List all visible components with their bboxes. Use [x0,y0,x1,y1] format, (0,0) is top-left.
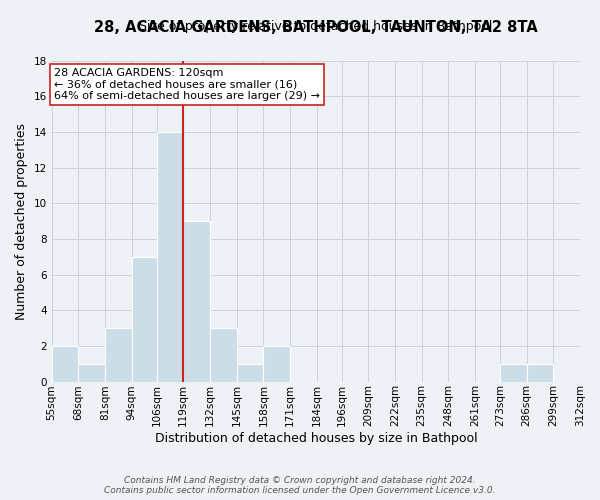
Bar [105,328,132,382]
Bar [210,328,236,382]
Bar [132,257,157,382]
X-axis label: Distribution of detached houses by size in Bathpool: Distribution of detached houses by size … [155,432,477,445]
Bar [157,132,183,382]
Bar [527,364,553,382]
Bar [52,346,79,382]
Bar [183,221,210,382]
Bar [236,364,263,382]
Bar [263,346,290,382]
Y-axis label: Number of detached properties: Number of detached properties [15,122,28,320]
Bar [500,364,527,382]
Text: 28 ACACIA GARDENS: 120sqm
← 36% of detached houses are smaller (16)
64% of semi-: 28 ACACIA GARDENS: 120sqm ← 36% of detac… [54,68,320,101]
Title: Size of property relative to detached houses in Bathpool: Size of property relative to detached ho… [139,20,493,33]
Bar [79,364,105,382]
Text: 28, ACACIA GARDENS, BATHPOOL, TAUNTON, TA2 8TA: 28, ACACIA GARDENS, BATHPOOL, TAUNTON, T… [94,20,538,35]
Text: Contains HM Land Registry data © Crown copyright and database right 2024.
Contai: Contains HM Land Registry data © Crown c… [104,476,496,495]
